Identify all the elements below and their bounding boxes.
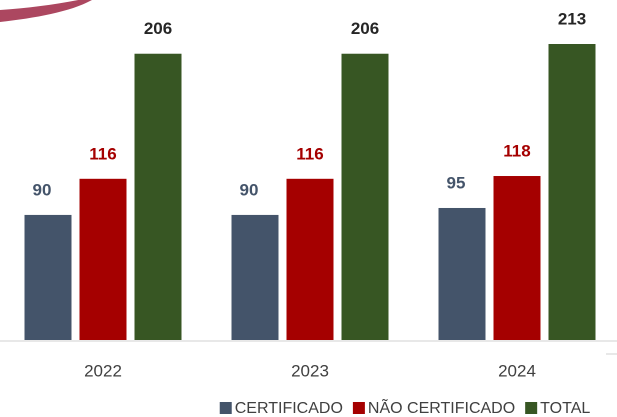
data-label: 90 [240, 180, 259, 199]
bar [549, 44, 596, 340]
data-label: 116 [89, 144, 116, 163]
data-label: 118 [503, 142, 530, 161]
bar [287, 179, 334, 340]
legend-label: NÃO CERTIFICADO [368, 397, 515, 417]
bar [25, 215, 72, 340]
legend-label: CERTIFICADO [235, 400, 343, 417]
data-label: 213 [558, 9, 586, 28]
bar [342, 54, 389, 340]
x-tick-label: 2022 [84, 361, 122, 380]
x-tick-label: 2024 [498, 361, 536, 380]
bar [494, 176, 541, 340]
legend-swatch [525, 402, 537, 414]
bar [439, 208, 486, 340]
data-label: 116 [296, 144, 323, 163]
decoration [0, 0, 92, 22]
legend-swatch [220, 402, 232, 414]
chart: 2022 90 116 206 2023 90 116 206 2024 95 118 213 CERT… [0, 0, 617, 417]
bar [135, 54, 182, 340]
bar [232, 215, 279, 340]
data-label: 206 [144, 19, 172, 38]
x-tick-label: 2023 [291, 361, 329, 380]
legend-label: TOTAL [540, 400, 590, 417]
data-label: 95 [447, 173, 466, 192]
legend: CERTIFICADO NÃO CERTIFICADO TOTAL [220, 397, 591, 417]
legend-swatch [353, 402, 365, 414]
data-label: 206 [351, 19, 379, 38]
bar [80, 179, 127, 340]
data-label: 90 [33, 180, 52, 199]
